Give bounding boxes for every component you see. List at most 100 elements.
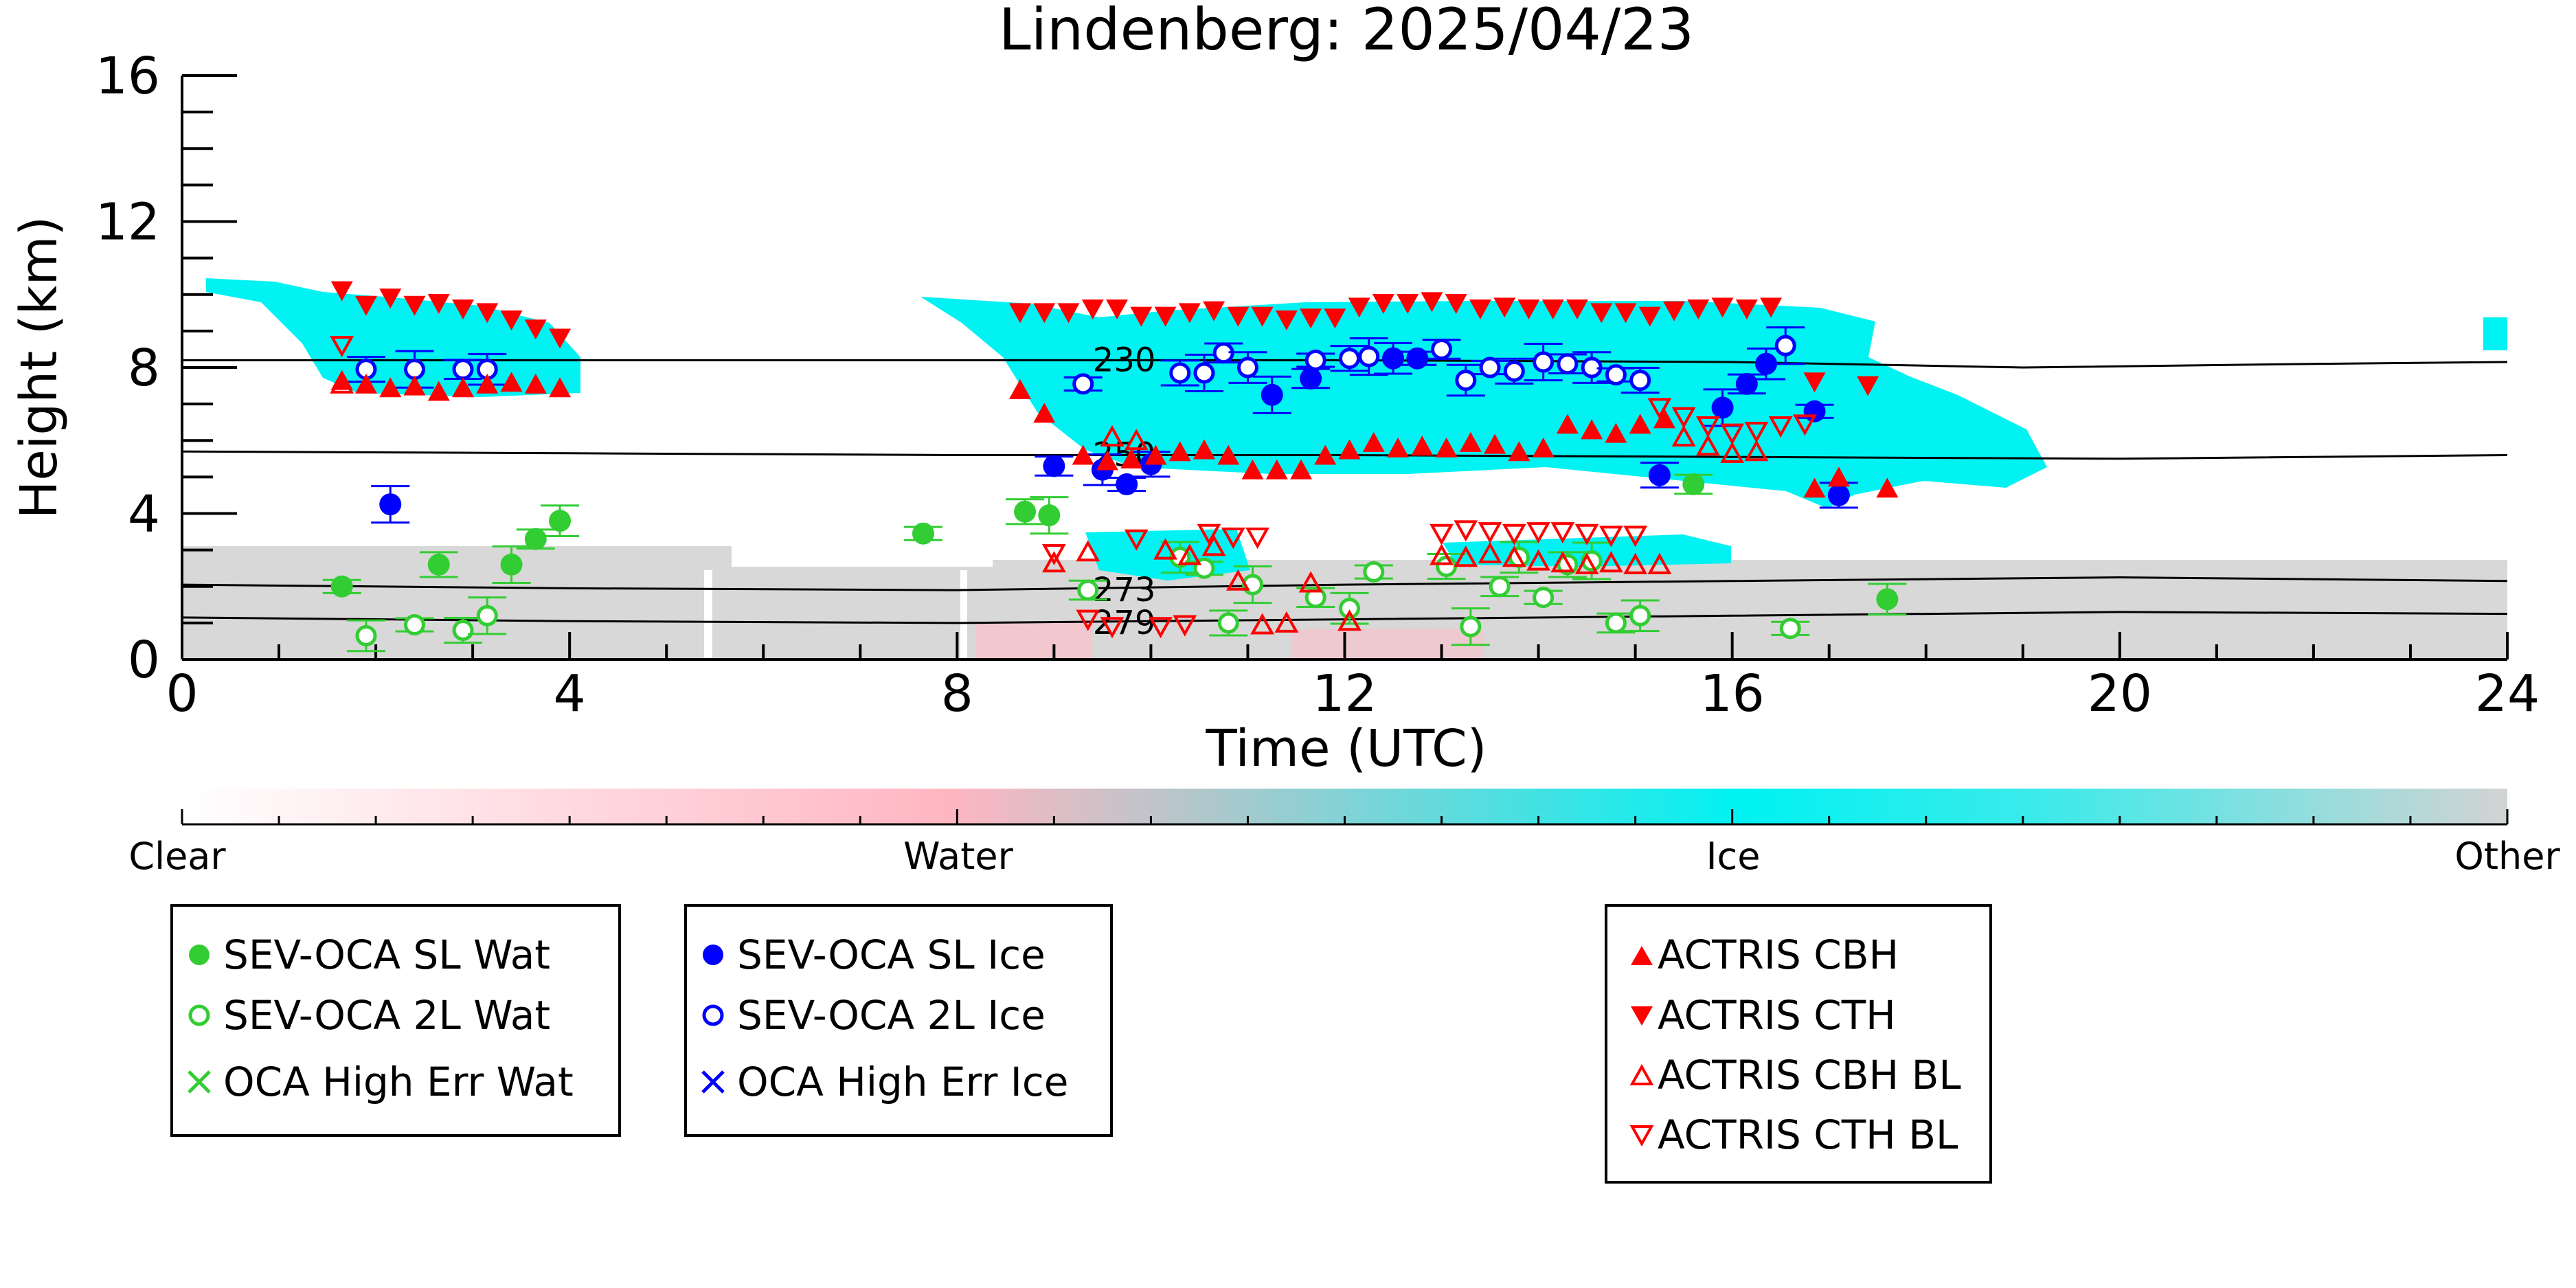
data-point <box>452 359 474 381</box>
data-point <box>1173 615 1197 637</box>
data-point <box>427 553 450 576</box>
data-point <box>452 300 475 319</box>
data-point <box>1454 520 1478 542</box>
data-point <box>1526 549 1550 571</box>
chart-title: Lindenberg: 2025/04/23 <box>999 0 1694 63</box>
data-point <box>912 522 934 545</box>
data-point <box>524 319 547 340</box>
other-echo-region <box>960 570 967 659</box>
data-point <box>403 375 426 396</box>
data-point <box>1478 541 1502 563</box>
data-point <box>1623 526 1648 547</box>
colorbar: Clear Water Ice Other <box>128 789 2560 878</box>
data-point <box>1197 523 1221 545</box>
legend-marker-higherr-ice <box>701 1070 725 1094</box>
data-point <box>1275 310 1298 330</box>
data-point <box>1100 617 1125 639</box>
data-point <box>1768 416 1793 438</box>
data-point <box>1581 419 1603 440</box>
data-point <box>1014 500 1037 523</box>
data-point <box>1290 459 1313 479</box>
data-point <box>524 528 547 550</box>
contour-label-230: 230 <box>1093 341 1156 379</box>
data-point <box>1460 615 1482 637</box>
data-point <box>1755 352 1778 375</box>
data-point <box>549 510 572 532</box>
legend-marker-sl-wat <box>189 945 210 965</box>
legend-marker-cbh-bl <box>1629 1063 1654 1085</box>
data-point <box>1647 398 1672 420</box>
data-point <box>1193 439 1215 460</box>
data-point <box>1574 523 1599 545</box>
data-point <box>1304 587 1326 609</box>
data-series <box>322 281 1907 653</box>
data-point <box>524 373 547 394</box>
data-point <box>1454 545 1478 567</box>
data-point <box>1533 351 1555 373</box>
data-point <box>1574 552 1599 574</box>
data-point <box>1314 444 1337 465</box>
data-point <box>1648 464 1671 486</box>
legend-label: ACTRIS CBH <box>1658 931 1899 978</box>
data-point <box>1372 294 1394 315</box>
data-point <box>427 294 450 315</box>
data-point <box>1711 396 1734 419</box>
data-point <box>500 553 523 576</box>
data-point <box>1598 551 1623 573</box>
data-point <box>476 373 499 394</box>
data-point <box>1339 598 1361 620</box>
data-point <box>1687 300 1710 319</box>
data-point <box>1201 534 1226 556</box>
data-point <box>1478 522 1502 544</box>
data-point <box>1227 306 1250 327</box>
data-point <box>1203 301 1225 321</box>
data-point <box>1300 308 1322 329</box>
data-point <box>1430 543 1454 565</box>
data-point <box>1241 459 1264 479</box>
data-point <box>1149 617 1173 639</box>
data-point <box>1541 300 1564 319</box>
data-point <box>1598 526 1623 547</box>
colorbar-label-clear: Clear <box>128 835 226 878</box>
data-point <box>1144 444 1167 465</box>
data-point <box>1178 303 1201 324</box>
data-point <box>1682 473 1705 495</box>
data-point <box>1647 552 1672 574</box>
legend-marker-2l-wat <box>188 1004 210 1026</box>
data-point <box>330 336 354 358</box>
data-point <box>1711 297 1734 318</box>
data-point <box>1387 437 1410 457</box>
data-point <box>1153 538 1177 560</box>
x-axis-title: Time (UTC) <box>1205 719 1487 778</box>
legend-ice: SEV-OCA SL Ice SEV-OCA 2L Ice OCA High E… <box>684 904 1113 1137</box>
data-point <box>403 295 426 316</box>
data-point <box>1124 529 1149 551</box>
data-point <box>1557 353 1579 375</box>
data-point <box>1502 523 1526 545</box>
other-echo-region <box>704 570 712 659</box>
data-point <box>1193 362 1215 384</box>
data-point <box>1793 414 1817 436</box>
data-point <box>1363 561 1385 583</box>
data-point <box>1827 484 1850 506</box>
legend-box <box>170 904 621 1137</box>
data-point <box>330 281 353 302</box>
data-point <box>1503 360 1525 382</box>
contour-label-279: 279 <box>1093 604 1156 642</box>
legend-marker-cbh <box>1631 946 1653 965</box>
data-point <box>1526 522 1550 544</box>
data-point <box>1339 348 1361 370</box>
data-point <box>1629 370 1651 392</box>
data-point <box>1508 441 1530 462</box>
data-point <box>379 493 402 516</box>
legend-actris: ACTRIS CBH ACTRIS CTH ACTRIS CBH BL ACTR… <box>1605 904 1992 1184</box>
data-point <box>1459 431 1482 452</box>
data-point <box>1154 306 1177 327</box>
data-point <box>1057 303 1080 324</box>
data-point <box>1251 306 1274 327</box>
data-point <box>1803 477 1826 498</box>
x-tick-label: 4 <box>554 664 586 723</box>
data-point <box>1100 425 1125 447</box>
data-point <box>1517 300 1540 319</box>
legend-label: SEV-OCA SL Ice <box>737 931 1046 978</box>
